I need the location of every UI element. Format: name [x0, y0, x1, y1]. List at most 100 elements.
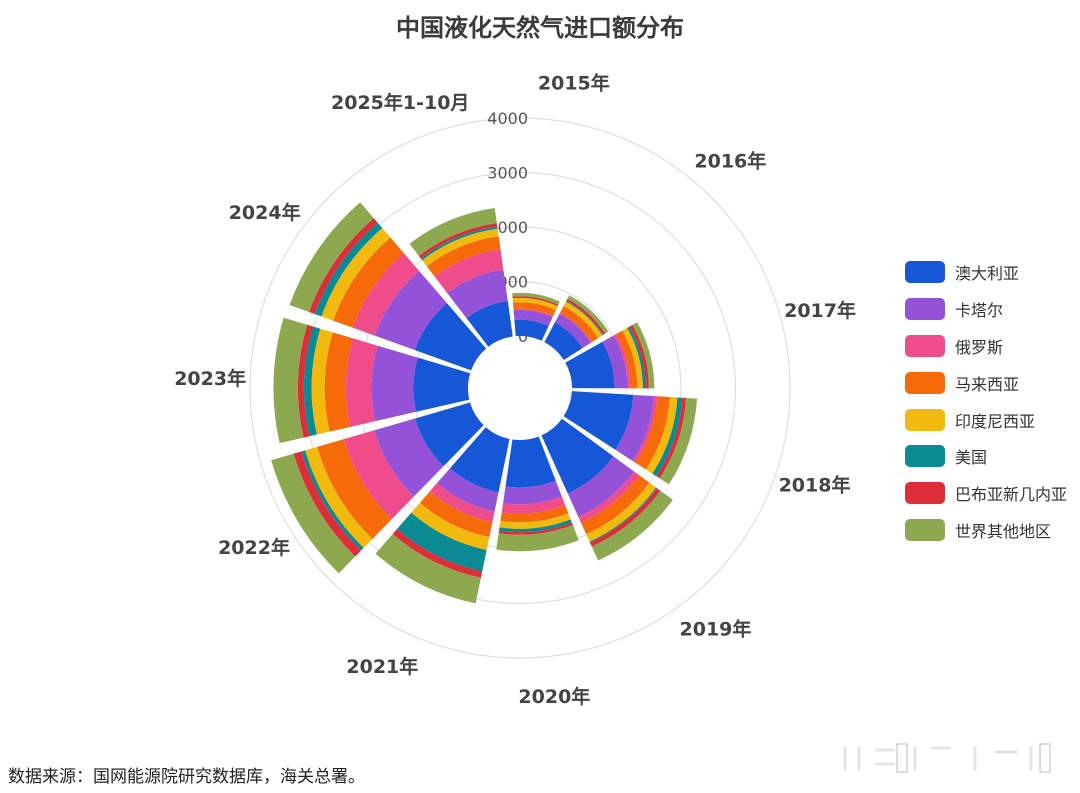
- bar-segment: [629, 324, 649, 389]
- legend-item[interactable]: 卡塔尔: [905, 291, 1067, 328]
- bar-segment: [324, 332, 354, 432]
- bar-segment: [314, 222, 383, 317]
- legend-item[interactable]: 马来西亚: [905, 364, 1067, 401]
- bar-segment: [396, 512, 487, 572]
- bar-segment: [437, 468, 499, 512]
- bar-segment: [512, 296, 559, 307]
- category-label: 2021年: [346, 655, 418, 678]
- bar-segment: [466, 300, 513, 347]
- bar-segment: [615, 394, 655, 461]
- bar-segment: [496, 524, 579, 552]
- legend-item[interactable]: 俄罗斯: [905, 328, 1067, 365]
- bar-segment: [311, 328, 333, 435]
- bar-segment: [345, 338, 378, 427]
- bar-segment: [513, 309, 553, 326]
- bar-segment: [659, 398, 698, 485]
- bar-segment: [429, 483, 495, 523]
- legend-label: 俄罗斯: [955, 337, 1004, 357]
- bar-segment: [554, 313, 591, 349]
- bar-segment: [309, 218, 378, 315]
- legend-label: 美国: [955, 448, 988, 468]
- bar-segment: [297, 324, 313, 438]
- bar-segment: [514, 319, 549, 341]
- bar-segment: [343, 430, 414, 520]
- category-label: 2015年: [538, 72, 610, 95]
- legend-item[interactable]: 印度尼西亚: [905, 401, 1067, 438]
- bar-segment: [578, 471, 640, 523]
- bar-segment: [512, 297, 558, 311]
- bar-segment: [503, 480, 562, 505]
- bar-segment: [563, 301, 603, 339]
- bar-segment: [635, 396, 670, 470]
- bar-segment: [567, 295, 609, 334]
- category-label: 2018年: [779, 474, 851, 497]
- bar-segment: [301, 450, 364, 551]
- bar-segment: [415, 402, 484, 467]
- bar-segment: [321, 227, 391, 321]
- bar-segment: [293, 451, 361, 557]
- bar-segment: [591, 490, 673, 561]
- bar-segment: [499, 519, 572, 533]
- bar-segment: [581, 475, 650, 535]
- radial-tick-label: 4000: [487, 109, 528, 128]
- bar-segment: [567, 456, 635, 517]
- bar-segment: [333, 237, 404, 328]
- bar-segment: [392, 529, 483, 578]
- bar-segment: [632, 396, 658, 463]
- legend-item[interactable]: 澳大利亚: [905, 254, 1067, 291]
- data-source-note: 数据来源：国网能源院研究数据库，海关总署。: [8, 767, 365, 787]
- bar-segment: [409, 208, 497, 256]
- legend-label: 马来西亚: [955, 374, 1020, 394]
- bar-segment: [586, 482, 657, 542]
- bar-segment: [289, 202, 374, 312]
- chart-legend: 澳大利亚卡塔尔俄罗斯马来西亚印度尼西亚美国巴布亚新几内亚 世界其他地区: [905, 254, 1067, 548]
- bar-segment: [541, 418, 614, 494]
- bar-segment: [420, 226, 498, 261]
- legend-label: 澳大利亚: [955, 264, 1020, 284]
- bar-segment: [544, 322, 583, 361]
- category-label: 2024年: [229, 201, 301, 224]
- bar-segment: [627, 326, 646, 389]
- bar-segment: [413, 357, 471, 412]
- bar-segment: [434, 249, 504, 294]
- bar-segment: [447, 269, 508, 319]
- category-label: 2023年: [174, 367, 246, 390]
- radial-tick-label: 0: [518, 327, 528, 346]
- bar-segment: [622, 327, 643, 389]
- legend-item[interactable]: 巴布亚新几内亚: [905, 475, 1067, 512]
- bar-segment: [375, 533, 481, 604]
- legend-item[interactable]: 世界其他地区: [905, 512, 1067, 549]
- legend-swatch: [905, 371, 945, 394]
- bar-segment: [566, 298, 606, 335]
- bar-segment: [499, 513, 571, 529]
- legend-swatch: [905, 408, 945, 431]
- bar-segments: [271, 202, 698, 604]
- bar-segment: [632, 322, 655, 389]
- category-label: 2020年: [518, 685, 590, 708]
- legend-swatch: [905, 518, 945, 541]
- category-label: 2025年1-10月: [331, 91, 469, 114]
- legend-swatch: [905, 445, 945, 468]
- bar-segment: [374, 270, 447, 351]
- bar-segment: [563, 391, 634, 450]
- bar-segment: [613, 334, 631, 389]
- legend-label: 卡塔尔: [955, 301, 1004, 321]
- legend-swatch: [905, 334, 945, 357]
- bar-segment: [303, 326, 321, 437]
- bar-segment: [422, 228, 499, 267]
- bar-segment: [498, 522, 573, 535]
- bar-segment: [426, 236, 501, 277]
- grid-circle: [249, 117, 791, 659]
- bar-segment: [652, 397, 683, 477]
- bar-segment: [419, 491, 493, 538]
- bar-segment: [305, 446, 373, 548]
- bar-segment: [512, 302, 556, 317]
- bar-segment: [374, 418, 444, 497]
- bar-segment: [352, 253, 420, 336]
- bar-segment: [371, 345, 418, 422]
- bar-segment: [602, 335, 628, 389]
- legend-item[interactable]: 美国: [905, 438, 1067, 475]
- chart-title: 中国液化天然气进口额分布: [396, 14, 684, 42]
- category-label: 2022年: [218, 536, 290, 559]
